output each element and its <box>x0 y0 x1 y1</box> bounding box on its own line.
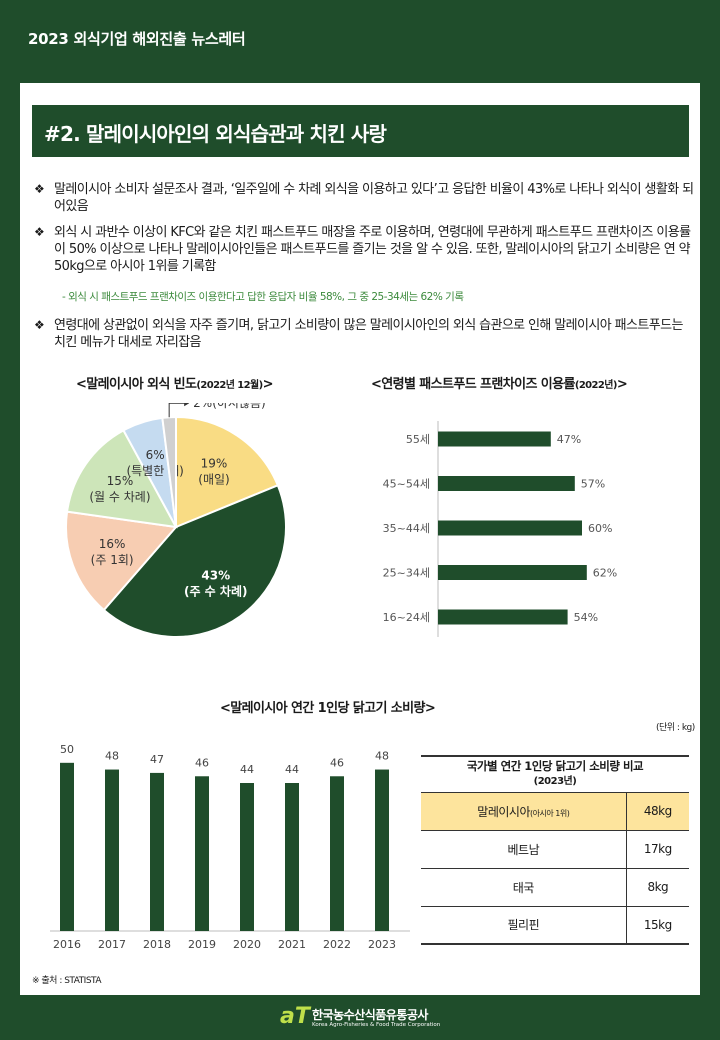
bullet-text: 연령대에 상관없이 외식을 자주 즐기며, 닭고기 소비량이 많은 말레이시아인… <box>54 318 683 350</box>
age-bar <box>438 431 551 447</box>
at-logo: aT 한국농수산식품유통공사 Korea Agro-Fisheries & Fo… <box>280 1004 470 1032</box>
age-bar <box>438 520 582 536</box>
value-cell: 17kg <box>626 830 689 869</box>
bullet-marker: ❖ <box>34 182 45 196</box>
unit-label: (단위 : kg) <box>656 723 695 733</box>
bar-value-label: 62% <box>593 567 617 580</box>
column-year-label: 2021 <box>278 938 306 951</box>
bar-value-label: 54% <box>574 611 598 624</box>
pie-slice-label: (월 수 차례) <box>89 490 150 504</box>
country-cell: 베트남 <box>421 830 627 869</box>
source-note: ※ 출처 : STATISTA <box>32 976 102 986</box>
age-bar <box>438 565 587 580</box>
bar-category-label: 45~54세 <box>383 478 430 491</box>
value-cell: 8kg <box>626 868 689 907</box>
column-year-label: 2022 <box>323 938 351 951</box>
column-value-label: 44 <box>240 763 254 776</box>
table-row: 말레이시아(아시아 1위) 48kg <box>421 792 689 831</box>
age-bar <box>438 609 568 625</box>
bar-category-label: 25~34세 <box>383 567 430 580</box>
top-banner: 2023 외식기업 해외진출 뉴스레터 <box>0 0 720 80</box>
country-cell: 말레이시아(아시아 1위) <box>421 792 627 831</box>
pie-chart-title: <말레이시아 외식 빈도(2022년 12월)> <box>76 377 273 392</box>
pie-leader-line <box>168 403 186 418</box>
table-header: 국가별 연간 1인당 닭고기 소비량 비교 (2023년) <box>421 755 689 793</box>
bar-value-label: 60% <box>588 522 612 535</box>
pie-slice-label: (매일) <box>198 472 229 486</box>
bar-chart-title: <연령별 패스트푸드 프랜차이즈 이용률(2022년)> <box>371 377 628 392</box>
column-value-label: 46 <box>330 756 344 769</box>
pie-slice-percent: 19% <box>201 456 228 470</box>
column-chart-title: <말레이시아 연간 1인당 닭고기 소비량> <box>220 701 436 716</box>
value-cell: 15kg <box>626 906 689 945</box>
column-year-label: 2019 <box>188 938 216 951</box>
pie-slice-percent: 16% <box>99 537 126 551</box>
table-row: 필리핀 15kg <box>421 906 689 945</box>
bullet-text: 외식 시 과반수 이상이 KFC와 같은 치킨 패스트푸드 매장을 주로 이용하… <box>54 225 691 274</box>
column-value-label: 50 <box>60 743 74 756</box>
section-heading-bar: #2. 말레이시아인의 외식습관과 치킨 사랑 <box>32 105 689 157</box>
bullet-marker: ❖ <box>34 225 45 239</box>
bullet-text: 말레이시아 소비자 설문조사 결과, ‘일주일에 수 차례 외식을 이용하고 있… <box>54 182 694 214</box>
pie-chart: 19% (매일) 43%(주 수 차례) 16% (주 1회) 15% (월 수 차례) 6%… <box>65 403 287 638</box>
column-year-label: 2018 <box>143 938 171 951</box>
column-year-label: 2016 <box>53 938 81 951</box>
pie-slice <box>65 510 178 612</box>
bullet-item-1: ❖ 말레이시아 소비자 설문조사 결과, ‘일주일에 수 차례 외식을 이용하고… <box>34 181 694 215</box>
column-value-label: 46 <box>195 756 209 769</box>
org-name-korean: 한국농수산식품유통공사 <box>312 1008 428 1022</box>
pie-slice <box>175 415 280 529</box>
section-title: #2. 말레이시아인의 외식습관과 치킨 사랑 <box>44 122 387 146</box>
consumption-bar <box>105 769 119 931</box>
value-cell: 48kg <box>626 792 689 831</box>
consumption-bar <box>195 776 209 931</box>
column-year-label: 2023 <box>368 938 396 951</box>
bar-category-label: 55세 <box>406 433 430 446</box>
age-bar <box>438 476 575 491</box>
consumption-bar <box>60 762 74 931</box>
pie-slice-percent: 43% <box>201 568 230 582</box>
bullet-item-3: ❖ 연령대에 상관없이 외식을 자주 즐기며, 닭고기 소비량이 많은 말레이시… <box>34 317 694 351</box>
bullet-marker: ❖ <box>34 318 45 332</box>
column-value-label: 48 <box>375 750 389 763</box>
table-row: 베트남 17kg <box>421 830 689 869</box>
bar-category-label: 35~44세 <box>383 522 430 535</box>
consumption-bar <box>285 783 299 931</box>
pie-slice <box>102 483 287 638</box>
pie-slice <box>65 428 178 529</box>
at-logo-mark: aT <box>280 1004 310 1029</box>
column-year-label: 2020 <box>233 938 261 951</box>
consumption-bar <box>375 769 389 931</box>
sub-note: - 외식 시 패스트푸드 프랜차이즈 이용한다고 답한 응답자 비율 58%, … <box>62 291 464 303</box>
column-year-label: 2017 <box>98 938 126 951</box>
newsletter-title: 2023 외식기업 해외진출 뉴스레터 <box>28 30 246 48</box>
pie-slice-percent: 15% <box>107 474 134 488</box>
pie-slice-label: 2%(하지않음) <box>193 403 266 410</box>
bar-value-label: 47% <box>557 433 581 446</box>
table-row: 태국 8kg <box>421 868 689 907</box>
age-bar-chart: 55세 47% 45~54세 57% 35~44세 60% 25~34세 62% 16~24세 5… <box>383 421 617 637</box>
org-name-english: Korea Agro-Fisheries & Food Trade Corpor… <box>312 1022 441 1028</box>
consumption-bar <box>150 772 164 931</box>
country-cell: 태국 <box>421 868 627 907</box>
bullet-item-2: ❖ 외식 시 과반수 이상이 KFC와 같은 치킨 패스트푸드 매장을 주로 이… <box>34 224 694 275</box>
country-comparison-table: 국가별 연간 1인당 닭고기 소비량 비교 (2023년) 말레이시아(아시아 … <box>421 755 689 945</box>
column-value-label: 44 <box>285 763 299 776</box>
pie-slice-percent: 6% <box>146 448 165 462</box>
table-header-row: 국가별 연간 1인당 닭고기 소비량 비교 (2023년) <box>421 755 689 793</box>
column-value-label: 47 <box>150 753 164 766</box>
content-sheet: #2. 말레이시아인의 외식습관과 치킨 사랑 ❖ 말레이시아 소비자 설문조사… <box>20 83 700 995</box>
pie-leader-arrow <box>184 403 190 407</box>
column-value-label: 48 <box>105 750 119 763</box>
bar-category-label: 16~24세 <box>383 611 430 624</box>
consumption-bar <box>330 776 344 931</box>
bar-value-label: 57% <box>581 478 605 491</box>
pie-slice-label: (주 수 차례) <box>184 583 248 598</box>
consumption-column-chart: 50 2016 48 2017 47 2018 46 2019 44 2020 44 2021 46 20… <box>50 743 410 951</box>
pie-slice-label: (주 1회) <box>91 553 134 567</box>
consumption-bar <box>240 783 254 931</box>
country-cell: 필리핀 <box>421 906 627 945</box>
